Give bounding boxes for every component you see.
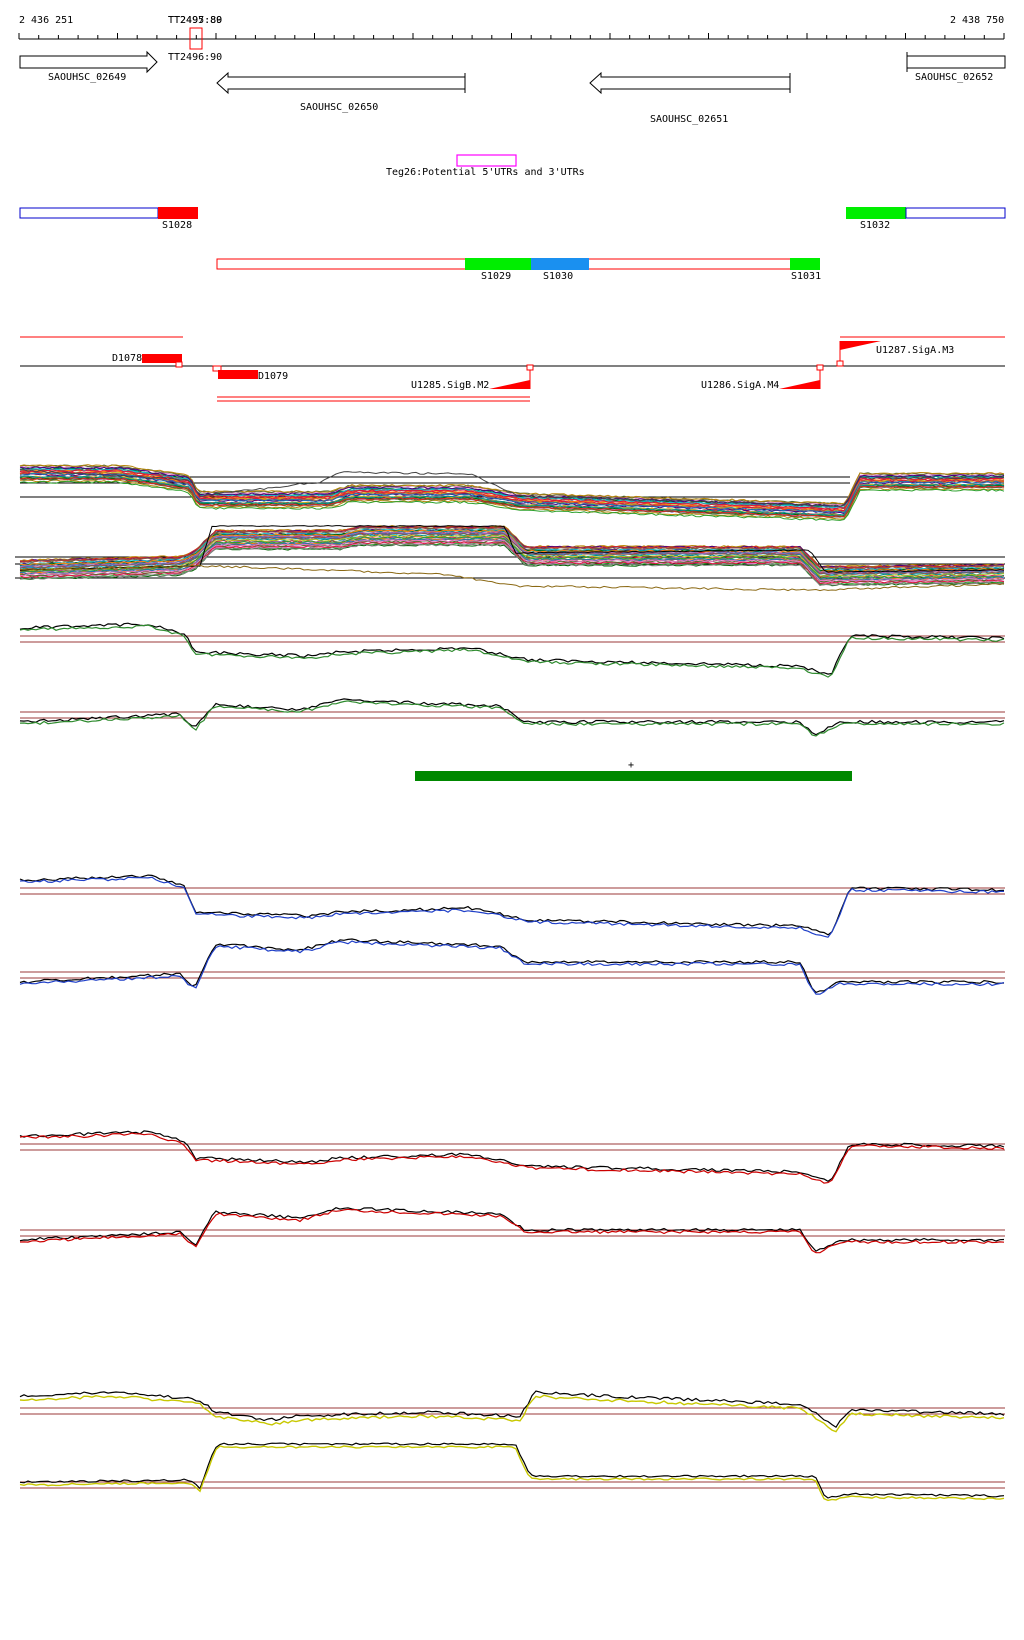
- gene-arrow-SAOUHSC_02650[interactable]: [216, 71, 466, 95]
- green-region-bar-group: +: [415, 760, 852, 781]
- ruler-marker-label-below: TT2496:90: [168, 52, 222, 63]
- multi-condition-expression-track-minus: [15, 524, 1005, 592]
- condition-line: [19, 539, 1005, 583]
- tss-block-D1079[interactable]: [218, 370, 258, 379]
- utr-track: Teg26:Potential 5'UTRs and 3'UTRs: [386, 154, 585, 178]
- red-track-line-reference: [19, 1130, 1005, 1183]
- condition-line: [19, 531, 1005, 575]
- condition-line: [19, 526, 1005, 570]
- segment-label: S1031: [791, 271, 821, 282]
- segment-outline-left[interactable]: [19, 207, 159, 219]
- gene-label: SAOUHSC_02649: [48, 72, 126, 83]
- gene-arrow-SAOUHSC_02651[interactable]: [589, 71, 791, 95]
- red-track-line-reference: [19, 1207, 1005, 1252]
- condition-line: [19, 469, 1005, 507]
- segment-S1031[interactable]: [790, 258, 820, 270]
- blue-track-line-reference: [19, 874, 1005, 936]
- segment-S1032[interactable]: [846, 207, 906, 219]
- yellow-track-line-reference: [19, 1390, 1005, 1429]
- green-track-line-reference: [19, 622, 1005, 675]
- yellow-track-line-sample: [19, 1394, 1005, 1433]
- red-track-line-sample: [19, 1132, 1005, 1184]
- ruler-end-label: 2 438 750: [950, 15, 1004, 26]
- utr-label: Teg26:Potential 5'UTRs and 3'UTRs: [386, 167, 585, 178]
- gene-label: SAOUHSC_02652: [915, 72, 993, 83]
- tss-label: U1287.SigA.M3: [876, 345, 954, 356]
- condition-line: [19, 543, 1005, 587]
- condition-line: [19, 480, 1005, 521]
- green-track-line-reference: [19, 698, 1005, 736]
- condition-line: [19, 477, 1005, 518]
- gene-label: SAOUHSC_02651: [650, 114, 728, 125]
- green-track-line-sample: [19, 624, 1005, 678]
- utr-box[interactable]: [456, 154, 517, 167]
- condition-line: [19, 529, 1005, 573]
- condition-line: [19, 475, 1005, 516]
- tss-label: U1285.SigB.M2: [411, 380, 489, 391]
- tss-block-D1078[interactable]: [142, 354, 182, 363]
- green-expression-track: [19, 622, 1005, 737]
- ruler-start-label: 2 436 251: [19, 15, 73, 26]
- blue-track-line-sample: [19, 876, 1004, 938]
- condition-line: [19, 470, 1005, 512]
- blue-expression-track: [19, 874, 1005, 995]
- segment-outline-right[interactable]: [905, 207, 1006, 219]
- tss-label: D1078: [112, 353, 142, 364]
- segment-S1030[interactable]: [531, 258, 589, 270]
- condition-line: [19, 472, 1005, 514]
- blue-track-line-sample: [19, 940, 1005, 995]
- yellow-expression-track: [19, 1390, 1005, 1502]
- tss-label: U1286.SigA.M4: [701, 380, 779, 391]
- segment-label: S1032: [860, 220, 890, 231]
- gene-arrow-SAOUHSC_02652[interactable]: [906, 55, 1006, 69]
- segment-S1029[interactable]: [465, 258, 531, 270]
- segment-label: S1028: [162, 220, 192, 231]
- gene-track: SAOUHSC_02649 SAOUHSC_02650 SAOUHSC_0265…: [19, 50, 1006, 125]
- condition-line: [19, 538, 1005, 581]
- ruler-marker-label-1: TT2495:80: [168, 15, 222, 26]
- condition-line: [19, 528, 1005, 572]
- multi-condition-expression-track-plus: [19, 464, 1005, 521]
- segment-S1028[interactable]: [158, 207, 198, 219]
- condition-line: [19, 532, 1005, 576]
- condition-line: [19, 564, 1005, 592]
- blue-track-line-reference: [19, 938, 1005, 994]
- gene-label: SAOUHSC_02650: [300, 102, 378, 113]
- tss-marker-U1285[interactable]: [489, 380, 530, 389]
- ruler-marker-label-2: TT2497:89: [168, 15, 222, 26]
- tss-marker-U1286[interactable]: [779, 380, 820, 389]
- red-expression-track: [19, 1130, 1005, 1254]
- gene-arrow-SAOUHSC_02649[interactable]: [19, 50, 158, 74]
- ruler-highlight-marker[interactable]: [189, 27, 203, 50]
- green-track-line-sample: [19, 700, 1005, 737]
- green-region-bar[interactable]: [415, 771, 852, 781]
- tss-label: D1079: [258, 371, 288, 382]
- tss-track: D1078 D1079 U1285.SigB.M2 U1286.SigA.M4 …: [20, 336, 1005, 402]
- yellow-track-line-sample: [19, 1445, 1005, 1502]
- segment-label: S1030: [543, 271, 573, 282]
- coordinate-ruler: 2 436 251 2 438 750 TT2495:80 TT2497:89 …: [18, 15, 1005, 63]
- red-track-line-sample: [19, 1208, 1005, 1254]
- yellow-track-line-reference: [19, 1442, 1005, 1499]
- plus-marker: +: [628, 760, 634, 771]
- segment-label: S1029: [481, 271, 511, 282]
- tss-marker-U1287[interactable]: [840, 341, 881, 350]
- segment-track: S1028 S1032 S1029 S1030 S1031: [19, 207, 1006, 282]
